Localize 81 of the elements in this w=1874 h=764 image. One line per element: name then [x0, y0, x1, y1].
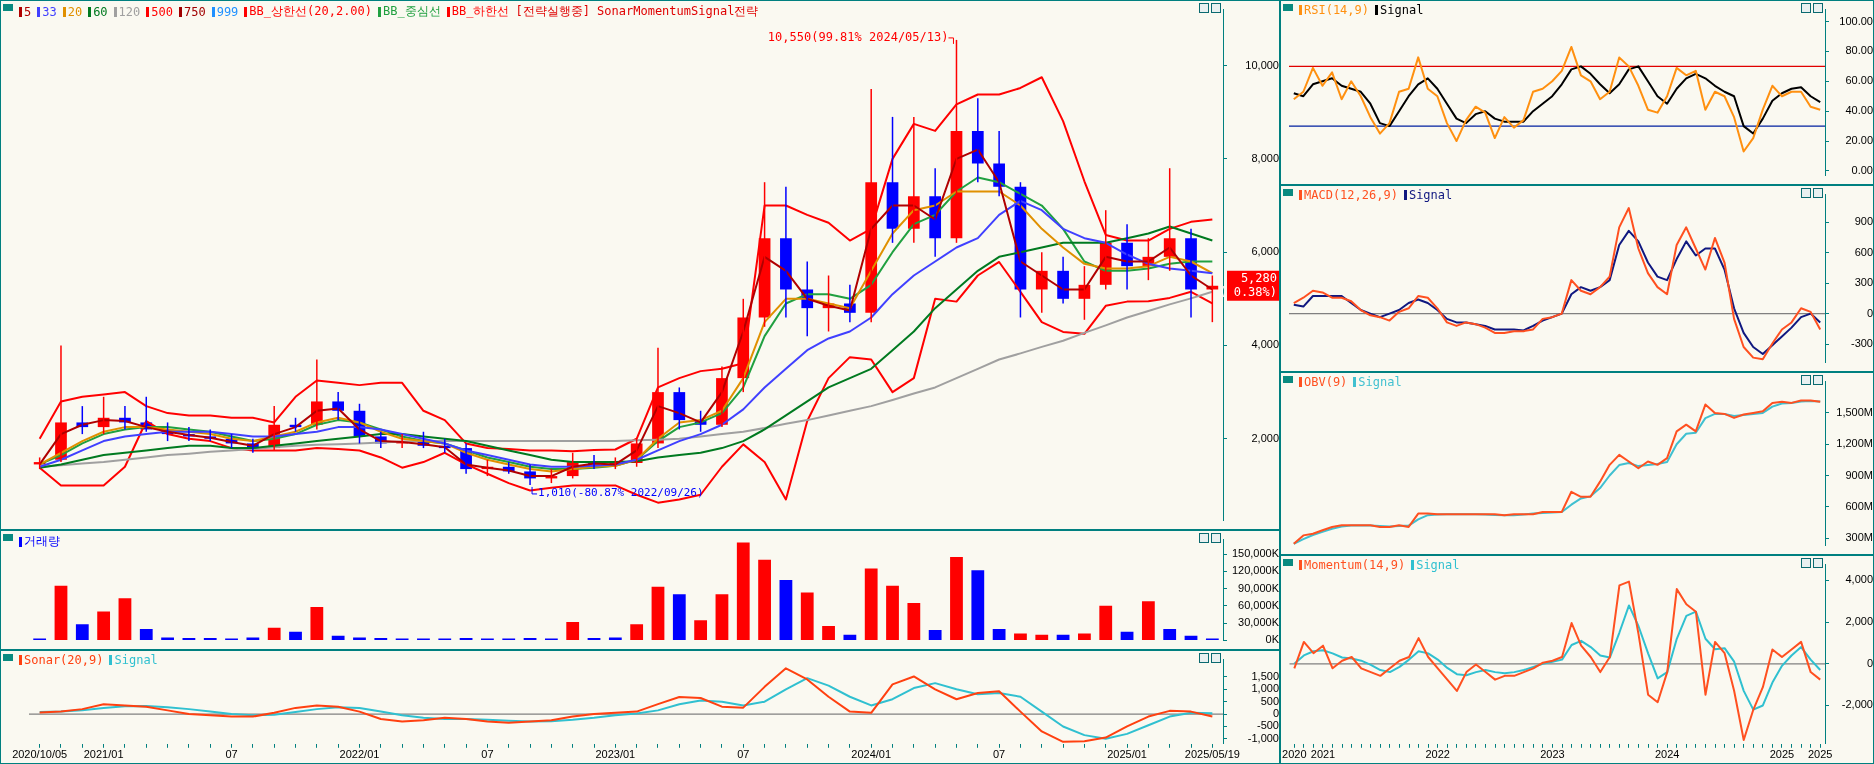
annotation: 1,010(-80.87% 2022/09/26) — [538, 486, 704, 500]
legend-label: 거래량 — [24, 533, 60, 550]
x-tick-label: 2023 — [1540, 748, 1565, 761]
y-tick-label: 900M — [1845, 468, 1873, 481]
y-tick-label: 4,000 — [1845, 573, 1873, 586]
legend-label: Signal — [114, 653, 158, 667]
legend-label: 120 — [118, 4, 141, 19]
y-tick-label: 6,000 — [1251, 245, 1279, 258]
legend-label: 5 — [24, 4, 32, 19]
y-tick-label: 60.00 — [1845, 74, 1873, 87]
x-tick-label: 2025 — [1807, 748, 1833, 761]
y-tick-label: 0 — [1272, 707, 1279, 720]
annotation: [전략실행중] SonarMomentumSignal전략 — [515, 3, 759, 20]
legend-label: MACD(12,26,9) — [1304, 188, 1398, 202]
legend-label: RSI(14,9) — [1304, 3, 1370, 17]
y-tick-label: 300 — [1854, 276, 1873, 289]
y-tick-label: 80.00 — [1845, 44, 1873, 57]
y-tick-label: 0 — [1866, 306, 1873, 319]
legend-label: Signal — [1380, 3, 1424, 17]
y-tick-label: -500 — [1256, 719, 1279, 732]
legend-label: 750 — [183, 4, 206, 19]
x-tick-label: 2025/01 — [1107, 748, 1147, 761]
legend-label: Momentum(14,9) — [1304, 558, 1406, 572]
x-tick-label: 07 — [737, 748, 750, 761]
y-tick-label: 300M — [1845, 531, 1873, 544]
legend-label: Sonar(20,9) — [24, 653, 104, 667]
x-tick-label: 07 — [481, 748, 494, 761]
x-tick-label: 2025 — [1769, 748, 1795, 761]
y-tick-label: 20.00 — [1845, 134, 1873, 147]
x-tick-label: 2022 — [1425, 748, 1450, 761]
y-tick-label: 60,000K — [1238, 598, 1280, 611]
x-tick-label: 2021 — [1310, 748, 1336, 761]
y-tick-label: 100.00 — [1839, 14, 1873, 27]
y-tick-label: 10,000 — [1245, 58, 1279, 71]
x-tick-label: 2023/01 — [595, 748, 636, 761]
x-tick-label: 2020/10/05 — [12, 748, 68, 761]
legend-label: BB_하한선 — [451, 3, 510, 20]
x-tick-label: 2024 — [1654, 748, 1680, 761]
y-tick-label: 1,500 — [1251, 669, 1279, 682]
x-tick-label: 07 — [993, 748, 1006, 761]
legend-label: Signal — [1416, 558, 1460, 572]
x-tick-label: 2022/01 — [339, 748, 380, 761]
y-tick-label: 150,000K — [1231, 547, 1280, 560]
y-tick-label: 30,000K — [1238, 616, 1280, 629]
y-tick-label: 0.00 — [1851, 163, 1873, 176]
y-tick-label: 1,000 — [1251, 682, 1279, 695]
legend-label: 33 — [42, 4, 57, 19]
legend-label: BB_상한선(20,2.00) — [249, 3, 373, 20]
y-tick-label: 600 — [1854, 245, 1873, 258]
y-tick-label: 1,200M — [1836, 437, 1873, 450]
y-tick-label: -1,000 — [1247, 731, 1279, 744]
y-tick-label: 90,000K — [1238, 581, 1280, 594]
y-tick-label: 1,500M — [1836, 405, 1873, 418]
y-tick-label: -300 — [1850, 337, 1873, 350]
x-tick-label: 2024/01 — [851, 748, 892, 761]
legend-label: OBV(9) — [1304, 375, 1348, 389]
y-tick-label: 600M — [1845, 499, 1873, 512]
y-tick-label: 40.00 — [1845, 104, 1873, 117]
x-tick-label: 07 — [225, 748, 238, 761]
y-tick-label: 2,000 — [1251, 431, 1279, 444]
y-tick-label: 4,000 — [1251, 338, 1279, 351]
annotation: 5,280 ( 0.38%) — [1219, 270, 1277, 299]
x-tick-label: 2020 — [1282, 748, 1307, 761]
legend-label: Signal — [1358, 375, 1402, 389]
x-tick-label: 2025/05/19 — [1184, 748, 1240, 761]
legend-label: 20 — [67, 4, 83, 19]
y-tick-label: 900 — [1854, 215, 1873, 228]
y-tick-label: 2,000 — [1845, 615, 1873, 628]
y-tick-label: 0K — [1265, 633, 1280, 646]
legend-label: 500 — [151, 4, 173, 19]
annotation: 10,550(99.81% 2024/05/13) — [767, 30, 949, 45]
legend-label: 999 — [216, 4, 239, 19]
x-tick-label: 2021/01 — [83, 748, 124, 761]
legend-label: Signal — [1408, 188, 1453, 202]
y-tick-label: 0 — [1866, 656, 1873, 669]
legend-label: BB_중심선 — [383, 3, 441, 20]
y-tick-label: 500 — [1260, 694, 1279, 707]
legend-label: 60 — [93, 4, 108, 19]
y-tick-label: -2,000 — [1841, 698, 1873, 711]
y-tick-label: 120,000K — [1231, 564, 1280, 577]
y-tick-label: 8,000 — [1251, 151, 1279, 164]
